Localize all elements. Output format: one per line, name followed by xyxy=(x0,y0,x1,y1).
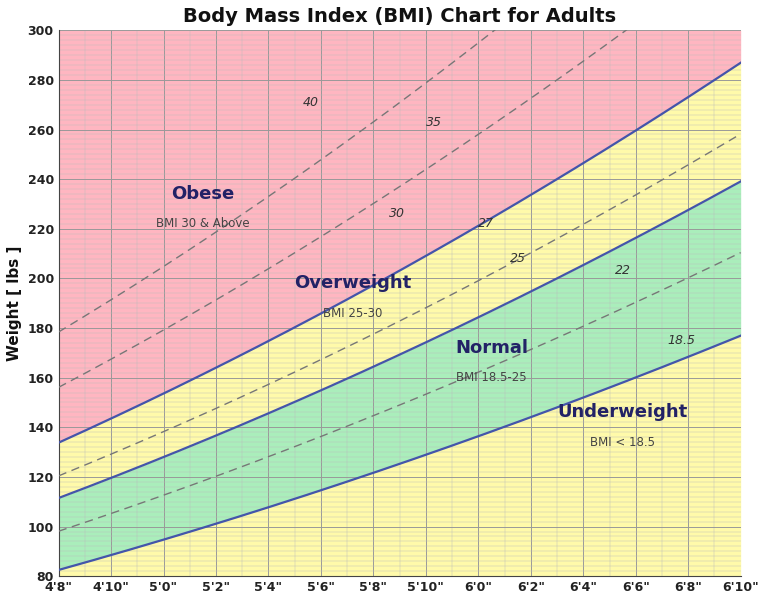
Text: 25: 25 xyxy=(510,252,525,265)
Y-axis label: Weight [ lbs ]: Weight [ lbs ] xyxy=(7,246,22,361)
Text: Normal: Normal xyxy=(455,339,528,357)
Text: Obese: Obese xyxy=(172,185,234,203)
Text: BMI 18.5-25: BMI 18.5-25 xyxy=(456,371,527,384)
Text: Underweight: Underweight xyxy=(558,403,688,421)
Text: 18.5: 18.5 xyxy=(667,334,696,347)
Title: Body Mass Index (BMI) Chart for Adults: Body Mass Index (BMI) Chart for Adults xyxy=(183,7,616,26)
Text: Overweight: Overweight xyxy=(294,275,411,292)
Text: 30: 30 xyxy=(389,207,405,221)
Text: 40: 40 xyxy=(303,96,319,109)
Text: BMI < 18.5: BMI < 18.5 xyxy=(590,436,655,449)
Text: BMI 30 & Above: BMI 30 & Above xyxy=(156,218,250,230)
Text: 35: 35 xyxy=(426,115,442,129)
Text: 27: 27 xyxy=(478,218,494,230)
Text: 22: 22 xyxy=(615,264,630,278)
Text: BMI 25-30: BMI 25-30 xyxy=(322,307,382,320)
